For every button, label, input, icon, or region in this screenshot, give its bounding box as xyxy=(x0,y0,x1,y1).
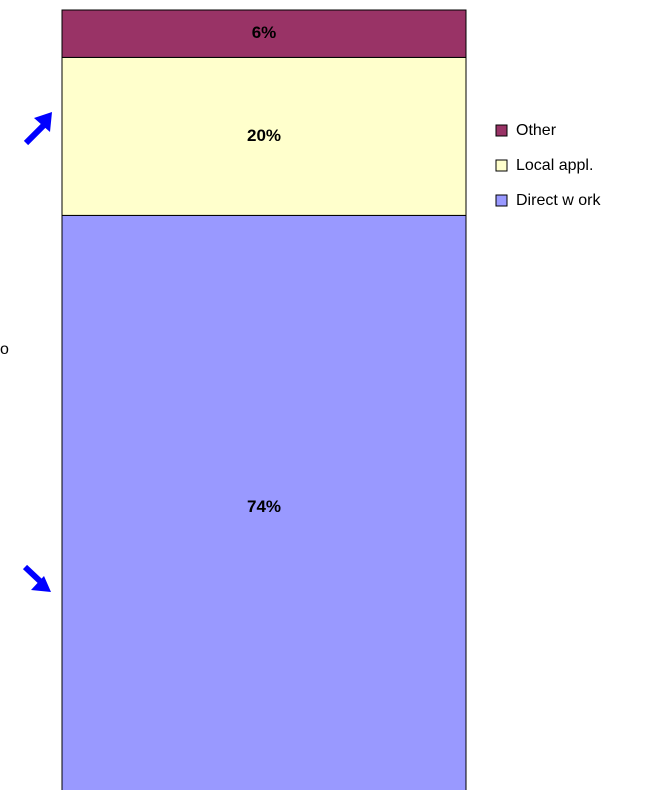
bar-segment xyxy=(61,56,467,216)
legend-swatch xyxy=(495,124,508,137)
arrow-up xyxy=(23,112,52,146)
data-label: 74% xyxy=(247,497,281,516)
bar-segment xyxy=(61,214,467,790)
bar-segment xyxy=(61,9,467,58)
arrow-down xyxy=(22,564,51,592)
legend-swatch xyxy=(495,194,508,207)
data-label: 20% xyxy=(247,126,281,145)
data-label: 6% xyxy=(252,23,277,42)
legend-label: Direct w ork xyxy=(516,192,601,209)
legend-label: Other xyxy=(516,122,557,139)
annotation: o xyxy=(0,341,9,358)
legend-label: Local appl. xyxy=(516,157,593,174)
legend-swatch xyxy=(495,159,508,172)
